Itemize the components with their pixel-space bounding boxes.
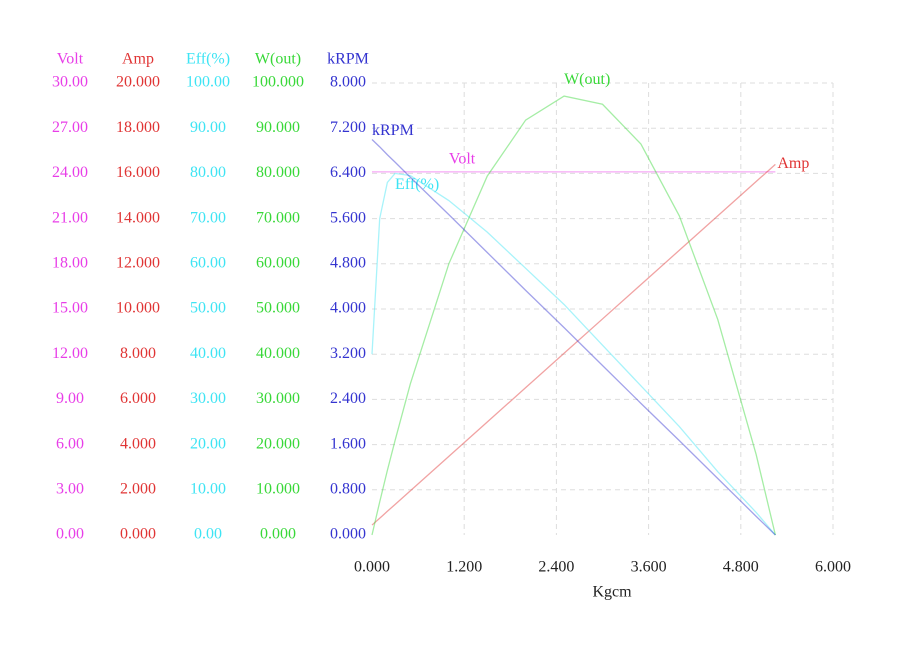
y-tick-label: 70.000: [256, 209, 300, 226]
y-tick-label: 4.000: [120, 435, 156, 452]
y-tick-label: 60.000: [256, 254, 300, 271]
y-tick-label: 0.000: [260, 526, 296, 543]
y-tick-label: 0.00: [194, 526, 222, 543]
y-tick-label: 4.800: [330, 254, 366, 271]
x-tick-label: 3.600: [631, 559, 667, 576]
y-tick-label: 40.000: [256, 345, 300, 362]
y-tick-label: 3.00: [56, 480, 84, 497]
series-line: [371, 95, 777, 536]
y-tick-label: 18.000: [116, 119, 160, 136]
y-tick-label: 50.000: [256, 300, 300, 317]
y-tick-label: 90.00: [190, 119, 226, 136]
y-tick-label: 80.000: [256, 164, 300, 181]
y-tick-label: 1.600: [330, 435, 366, 452]
y-tick-label: 6.000: [120, 390, 156, 407]
axis-title: Amp: [122, 51, 154, 68]
y-tick-label: 8.000: [330, 74, 366, 91]
series-label: Amp: [777, 155, 809, 172]
axis-title: kRPM: [327, 51, 369, 68]
y-tick-label: 24.00: [52, 164, 88, 181]
series-label: kRPM: [372, 122, 414, 139]
y-tick-label: 10.000: [256, 480, 300, 497]
y-tick-label: 16.000: [116, 164, 160, 181]
y-tick-label: 3.200: [330, 345, 366, 362]
y-tick-label: 15.00: [52, 300, 88, 317]
y-tick-label: 8.000: [120, 345, 156, 362]
y-tick-label: 100.00: [186, 74, 230, 91]
y-tick-label: 30.000: [256, 390, 300, 407]
x-tick-label: 6.000: [815, 559, 851, 576]
y-tick-label: 80.00: [190, 164, 226, 181]
x-tick-label: 0.000: [354, 559, 390, 576]
y-tick-label: 4.000: [330, 300, 366, 317]
y-tick-label: 2.000: [120, 480, 156, 497]
y-tick-label: 40.00: [190, 345, 226, 362]
y-tick-label: 12.000: [116, 254, 160, 271]
y-tick-label: 90.000: [256, 119, 300, 136]
y-tick-label: 20.000: [116, 74, 160, 91]
y-tick-label: 70.00: [190, 209, 226, 226]
y-tick-label: 18.00: [52, 254, 88, 271]
x-tick-label: 1.200: [446, 559, 482, 576]
y-tick-label: 2.400: [330, 390, 366, 407]
series-label: W(out): [564, 71, 610, 88]
series-label: Volt: [449, 151, 476, 168]
y-tick-label: 60.00: [190, 254, 226, 271]
y-tick-label: 6.00: [56, 435, 84, 452]
y-tick-label: 0.00: [56, 526, 84, 543]
y-tick-label: 7.200: [330, 119, 366, 136]
y-tick-label: 9.00: [56, 390, 84, 407]
y-tick-label: 6.400: [330, 164, 366, 181]
y-tick-label: 50.00: [190, 300, 226, 317]
series-line: [371, 163, 776, 526]
y-tick-label: 5.600: [330, 209, 366, 226]
axis-title: Volt: [57, 51, 84, 68]
y-tick-label: 30.00: [190, 390, 226, 407]
axis-title: Eff(%): [186, 51, 230, 68]
y-tick-label: 0.000: [330, 526, 366, 543]
series-line: [371, 139, 776, 536]
y-tick-label: 20.00: [190, 435, 226, 452]
series-label: Eff(%): [395, 176, 439, 193]
x-axis-label: Kgcm: [592, 584, 632, 601]
y-tick-label: 30.00: [52, 74, 88, 91]
y-tick-label: 20.000: [256, 435, 300, 452]
y-tick-label: 12.00: [52, 345, 88, 362]
y-tick-label: 21.00: [52, 209, 88, 226]
y-tick-label: 27.00: [52, 119, 88, 136]
series-line: [371, 172, 776, 536]
y-tick-label: 10.000: [116, 300, 160, 317]
y-tick-label: 14.000: [116, 209, 160, 226]
y-tick-label: 100.000: [252, 74, 304, 91]
x-tick-label: 4.800: [723, 559, 759, 576]
y-tick-label: 10.00: [190, 480, 226, 497]
x-tick-label: 2.400: [538, 559, 574, 576]
y-tick-label: 0.000: [120, 526, 156, 543]
axis-title: W(out): [255, 51, 301, 68]
y-tick-label: 0.800: [330, 480, 366, 497]
